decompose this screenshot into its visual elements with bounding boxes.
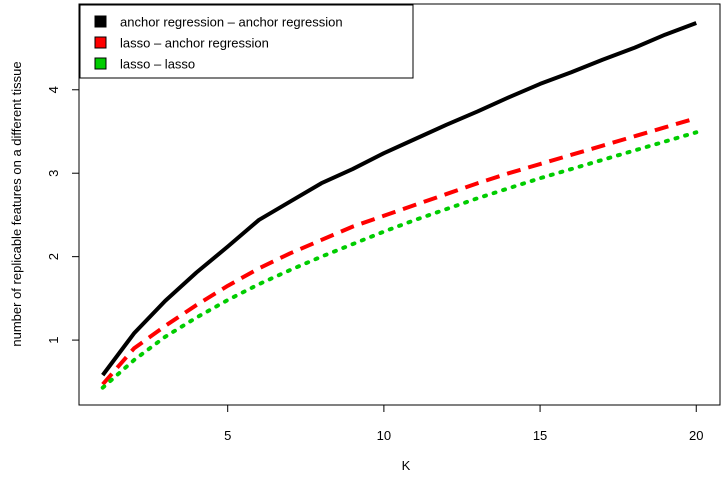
x-tick-label: 15 — [533, 428, 547, 443]
y-tick-label: 1 — [46, 336, 61, 343]
series-line-1 — [101, 21, 697, 377]
legend-swatch-3 — [94, 57, 107, 70]
x-tick-label: 5 — [224, 428, 231, 443]
y-tick-label: 3 — [46, 170, 61, 177]
legend-label-2: lasso – anchor regression — [120, 36, 269, 51]
legend: anchor regression – anchor regression las… — [79, 4, 414, 79]
series-layer — [100, 21, 699, 390]
x-axis: 5 10 15 20 — [224, 404, 703, 443]
legend-box — [79, 4, 414, 79]
series-line-3 — [100, 130, 699, 390]
x-tick-label: 20 — [689, 428, 703, 443]
y-axis-label: number of replicable features on a diffe… — [9, 61, 24, 346]
x-axis-label: K — [402, 458, 411, 473]
legend-label-3: lasso – lasso — [120, 57, 195, 72]
legend-swatch-1 — [94, 15, 107, 28]
x-tick-label: 10 — [377, 428, 391, 443]
legend-swatch-2 — [94, 36, 107, 49]
legend-label-1: anchor regression – anchor regression — [120, 15, 343, 30]
y-tick-label: 2 — [46, 253, 61, 260]
y-axis: 1 2 3 4 — [46, 86, 80, 344]
series-line-2 — [101, 116, 697, 386]
y-tick-label: 4 — [46, 86, 61, 93]
